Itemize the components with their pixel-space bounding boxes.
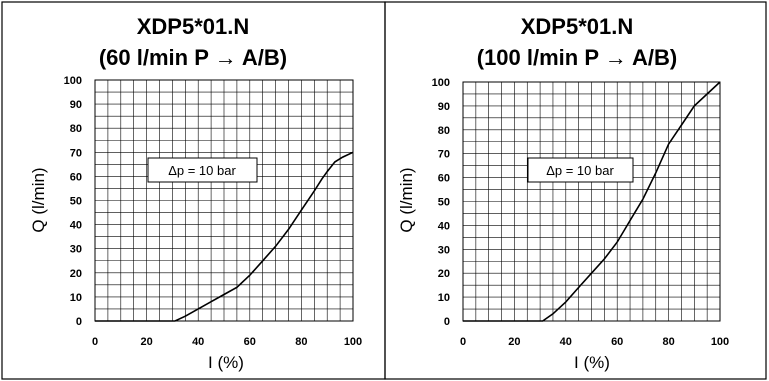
y-tick-label: 100: [432, 77, 450, 89]
annotation-frame: [527, 157, 634, 183]
y-tick-label: 40: [438, 220, 450, 232]
plot-area: [94, 79, 354, 322]
y-tick-label: 100: [64, 75, 82, 87]
y-tick-label: 90: [438, 101, 450, 113]
x-tick-label: 20: [508, 336, 520, 348]
x-tick-label: 0: [460, 336, 466, 348]
chart-title-line-2: (100 l/min P → A/B): [477, 45, 678, 70]
y-tick-label: 80: [70, 123, 82, 135]
annotation-text: Δp = 10 bar: [168, 163, 236, 178]
y-tick-label: 50: [70, 196, 82, 208]
panel-frame: [384, 1, 767, 380]
y-axis-label: Q (l/min): [397, 167, 416, 232]
x-tick-label: 60: [611, 336, 623, 348]
y-tick-label: 80: [438, 125, 450, 137]
y-tick-label: 0: [444, 316, 450, 328]
x-tick-label: 40: [560, 336, 572, 348]
y-tick-label: 20: [70, 268, 82, 280]
chart-title-line-1: XDP5*01.N: [521, 14, 634, 39]
grid: [462, 81, 721, 322]
y-tick-label: 10: [438, 292, 450, 304]
y-tick-label: 40: [70, 220, 82, 232]
y-tick-label: 70: [70, 147, 82, 159]
series-line: [95, 151, 354, 322]
x-tick-label: 0: [92, 336, 98, 348]
x-tick-label: 80: [295, 336, 307, 348]
y-tick-label: 30: [438, 244, 450, 256]
tick-labels: 0 10 20 30 40 50 60 70 80 90 100 0 20 40 60 80 100: [64, 75, 363, 348]
x-tick-label: 60: [244, 336, 256, 348]
tick-labels: 0 10 20 30 40 50 60 70 80 90 100 0 20 40 60 80 100: [432, 77, 730, 348]
y-axis-label: Q (l/min): [29, 167, 48, 232]
y-tick-label: 70: [438, 149, 450, 161]
y-tick-label: 0: [76, 316, 82, 328]
grid: [94, 79, 354, 322]
y-tick-label: 10: [70, 292, 82, 304]
x-tick-label: 80: [662, 336, 674, 348]
chart-title-line-2: (60 l/min P → A/B): [99, 45, 287, 70]
annotation-box: Δp = 10 bar: [147, 157, 258, 183]
annotation-box: Δp = 10 bar: [527, 157, 634, 183]
x-tick-label: 100: [711, 336, 729, 348]
chart-title-line-1: XDP5*01.N: [137, 14, 250, 39]
chart-panel-right: XDP5*01.N (100 l/min P → A/B) Q (l/min) …: [384, 1, 767, 380]
y-tick-label: 30: [70, 244, 82, 256]
annotation-text: Δp = 10 bar: [546, 163, 614, 178]
plot-area: [462, 81, 721, 322]
x-tick-label: 40: [192, 336, 204, 348]
annotation-frame: [147, 157, 258, 183]
y-tick-label: 20: [438, 268, 450, 280]
y-tick-label: 60: [438, 173, 450, 185]
series-line: [463, 81, 721, 322]
x-axis-label: I (%): [208, 353, 244, 372]
x-axis-label: I (%): [574, 353, 610, 372]
y-tick-label: 60: [70, 171, 82, 183]
x-tick-label: 20: [140, 336, 152, 348]
chart-panel-left: XDP5*01.N (60 l/min P → A/B) Q (l/min) I…: [1, 1, 386, 380]
x-tick-label: 100: [344, 336, 362, 348]
y-tick-label: 50: [438, 197, 450, 209]
y-tick-label: 90: [70, 99, 82, 111]
